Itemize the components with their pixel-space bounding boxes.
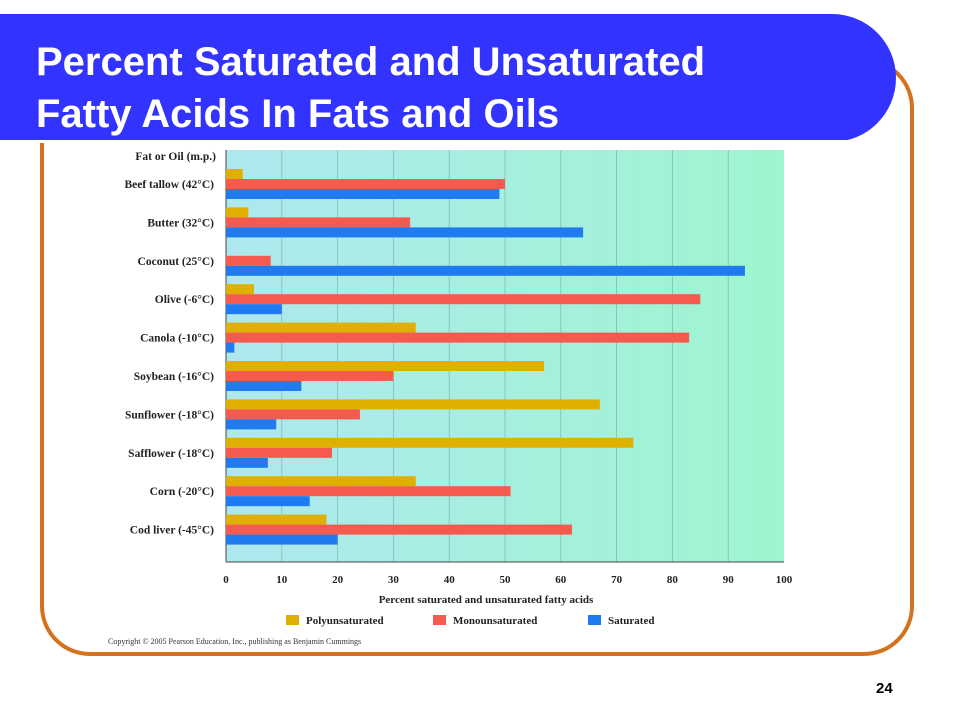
bar-monounsaturated-sunflower-18-c	[226, 409, 360, 420]
category-label-cod-liver-45-c: Cod liver (-45°C)	[130, 525, 214, 537]
bar-saturated-coconut-25-c	[226, 265, 745, 276]
category-label-safflower-18-c: Safflower (-18°C)	[128, 448, 214, 460]
title-line-1: Percent Saturated and Unsaturated	[36, 40, 706, 84]
page-number: 24	[876, 680, 893, 697]
bar-monounsaturated-coconut-25-c	[226, 255, 271, 266]
category-label-canola-10-c: Canola (-10°C)	[140, 333, 214, 345]
x-tick-labels: 0 10 20 30 40 50 60 70 80 90 100	[223, 574, 793, 586]
bar-saturated-sunflower-18-c	[226, 419, 277, 430]
bar-monounsaturated-butter-32-c	[226, 217, 411, 228]
bar-monounsaturated-cod-liver-45-c	[226, 524, 572, 535]
bar-saturated-soybean-16-c	[226, 381, 302, 391]
bar-polyunsaturated-olive-6-c	[226, 284, 254, 295]
bar-polyunsaturated-butter-32-c	[226, 207, 249, 218]
bar-monounsaturated-corn-20-c	[226, 486, 511, 497]
bar-polyunsaturated-corn-20-c	[226, 476, 416, 487]
bar-series	[226, 169, 745, 545]
x-tick-label-70: 70	[611, 574, 623, 586]
bar-saturated-cod-liver-45-c	[226, 534, 338, 545]
bar-monounsaturated-beef-tallow-42-c	[226, 179, 505, 189]
category-label-coconut-25-c: Coconut (25°C)	[138, 256, 215, 268]
x-tick-label-60: 60	[555, 574, 567, 586]
bar-polyunsaturated-cod-liver-45-c	[226, 514, 327, 525]
x-tick-label-30: 30	[388, 574, 400, 586]
title-banner: Percent Saturated and Unsaturated Fatty …	[0, 14, 896, 143]
copyright-note: Copyright © 2005 Pearson Education, Inc.…	[108, 637, 362, 646]
bar-saturated-butter-32-c	[226, 227, 584, 238]
category-label-soybean-16-c: Soybean (-16°C)	[134, 371, 214, 383]
bar-saturated-olive-6-c	[226, 304, 282, 315]
category-header: Fat or Oil (m.p.)	[135, 151, 216, 163]
category-label-butter-32-c: Butter (32°C)	[147, 217, 214, 229]
legend-swatch-monounsaturated	[433, 615, 446, 625]
legend-label-saturated: Saturated	[608, 615, 654, 627]
bar-polyunsaturated-sunflower-18-c	[226, 399, 600, 410]
x-tick-label-100: 100	[776, 574, 793, 586]
bar-monounsaturated-soybean-16-c	[226, 371, 394, 381]
legend-label-polyunsaturated: Polyunsaturated	[306, 615, 384, 627]
x-tick-label-50: 50	[500, 574, 512, 586]
category-label-corn-20-c: Corn (-20°C)	[150, 486, 214, 498]
category-label-olive-6-c: Olive (-6°C)	[155, 294, 214, 306]
bar-monounsaturated-safflower-18-c	[226, 447, 333, 458]
bar-monounsaturated-canola-10-c	[226, 332, 690, 343]
title-underline	[0, 140, 848, 143]
bar-saturated-safflower-18-c	[226, 457, 268, 468]
legend-label-monounsaturated: Monounsaturated	[453, 615, 537, 627]
x-tick-label-90: 90	[723, 574, 735, 586]
x-tick-label-10: 10	[276, 574, 288, 586]
x-axis-label: Percent saturated and unsaturated fatty …	[379, 594, 594, 606]
bar-polyunsaturated-canola-10-c	[226, 322, 416, 333]
bar-saturated-canola-10-c	[226, 342, 235, 353]
legend-swatch-polyunsaturated	[286, 615, 299, 625]
category-labels: Beef tallow (42°C) Butter (32°C) Coconut (…	[124, 179, 214, 537]
legend-swatch-saturated	[588, 615, 601, 625]
category-label-beef-tallow-42-c: Beef tallow (42°C)	[124, 179, 214, 191]
x-tick-label-0: 0	[223, 574, 229, 586]
category-label-sunflower-18-c: Sunflower (-18°C)	[125, 409, 214, 421]
bar-polyunsaturated-beef-tallow-42-c	[226, 169, 243, 179]
x-tick-label-40: 40	[444, 574, 456, 586]
bar-saturated-corn-20-c	[226, 496, 310, 507]
bar-polyunsaturated-safflower-18-c	[226, 437, 634, 448]
x-tick-label-80: 80	[667, 574, 679, 586]
title-line-2: Fatty Acids In Fats and Oils	[36, 92, 560, 136]
bar-saturated-beef-tallow-42-c	[226, 189, 500, 199]
fatty-acid-bar-chart: Fat or Oil (m.p.) Beef tallow (42°C) Butt…	[124, 150, 793, 627]
bar-polyunsaturated-soybean-16-c	[226, 361, 545, 371]
x-tick-label-20: 20	[332, 574, 344, 586]
legend: Polyunsaturated Monounsaturated Saturated	[286, 615, 654, 627]
bar-monounsaturated-olive-6-c	[226, 294, 701, 305]
slide-title: Percent Saturated and Unsaturated Fatty …	[36, 36, 856, 140]
